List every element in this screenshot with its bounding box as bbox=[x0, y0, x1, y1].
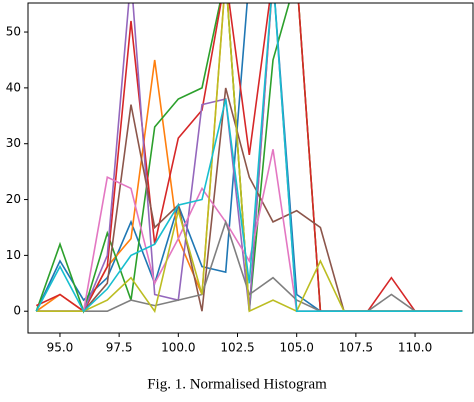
series-line bbox=[36, 3, 463, 314]
x-tick-label: 95.0 bbox=[47, 341, 74, 355]
y-tick-label: 40 bbox=[6, 80, 21, 94]
x-tick-label: 105.0 bbox=[280, 341, 314, 355]
x-tick-label: 100.0 bbox=[161, 341, 195, 355]
plot-area bbox=[35, 3, 463, 314]
y-tick-label: 20 bbox=[6, 192, 21, 206]
x-tick-label: 107.5 bbox=[339, 341, 373, 355]
x-tick-label: 102.5 bbox=[220, 341, 254, 355]
series-line bbox=[35, 3, 463, 313]
axes-frame bbox=[27, 2, 474, 334]
series-line bbox=[35, 3, 463, 314]
series-line bbox=[35, 3, 463, 313]
y-tick-label: 30 bbox=[6, 136, 21, 150]
series-line bbox=[35, 3, 463, 313]
series-line bbox=[35, 3, 463, 313]
x-tick-label: 110.0 bbox=[398, 341, 432, 355]
series-line bbox=[36, 3, 463, 313]
y-tick-label: 10 bbox=[6, 248, 21, 262]
series-line bbox=[36, 219, 463, 313]
y-tick-label: 0 bbox=[13, 304, 21, 318]
y-tick-label: 50 bbox=[6, 25, 21, 39]
caption: Fig. 1. Normalised Histogram bbox=[147, 376, 327, 392]
x-tick-label: 97.5 bbox=[106, 341, 133, 355]
